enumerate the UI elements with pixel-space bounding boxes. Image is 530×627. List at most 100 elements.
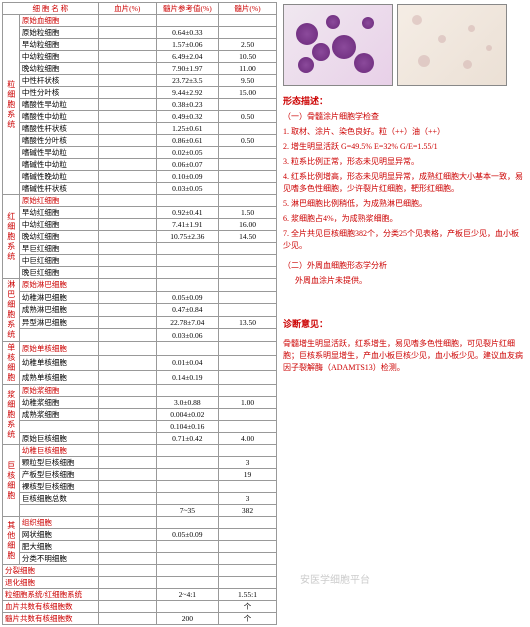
group-header: 原始浆细胞 <box>19 385 98 397</box>
cell-name: 早巨红细胞 <box>19 243 98 255</box>
marrow-val <box>219 409 277 421</box>
morphology-title: 形态描述： <box>283 94 526 107</box>
marrow-val: 4.00 <box>219 433 277 445</box>
group-label: 浆细胞系统 <box>3 385 20 445</box>
microscopy-image-2 <box>397 4 507 86</box>
footer-name: 粒细胞系统/红细胞系统 <box>3 589 99 601</box>
desc-line: 7. 全片共见巨核细胞382个，分类25个见表格，产板巨少见，血小板少见。 <box>283 228 526 252</box>
footer-v1 <box>98 565 156 577</box>
ref-val: 0.64±0.33 <box>156 27 218 39</box>
footer-v2 <box>156 577 218 589</box>
marrow-val <box>219 329 277 342</box>
footer-name: 髓片共数有核细胞数 <box>3 613 99 625</box>
marrow-val: 13.50 <box>219 316 277 329</box>
group-header: 幼稚巨核细胞 <box>19 445 98 457</box>
marrow-val: 3 <box>219 493 277 505</box>
marrow-val: 1.00 <box>219 397 277 409</box>
cell-name: 幼稚单核细胞 <box>19 356 98 370</box>
group-label: 其他细胞 <box>3 517 20 565</box>
ref-val: 0.71±0.42 <box>156 433 218 445</box>
marrow-val <box>219 255 277 267</box>
footer-v2 <box>156 565 218 577</box>
cell-name: 成熟浆细胞 <box>19 409 98 421</box>
cell-name: 中性分叶核 <box>19 87 98 99</box>
data-table: 细 胞 名 称血片(%)髓片参考值(%)髓片(%) 粒细胞系统原始血细胞原始粒细… <box>2 2 277 625</box>
footer-v3 <box>219 577 277 589</box>
marrow-val <box>219 27 277 39</box>
group-header: 组织细胞 <box>19 517 98 529</box>
blood-val <box>98 505 156 517</box>
desc-line: 6. 浆细胞占4%，为成熟浆细胞。 <box>283 213 526 225</box>
marrow-val <box>219 171 277 183</box>
blood-val <box>98 304 156 317</box>
ref-val: 7.41±1.91 <box>156 219 218 231</box>
blood-val <box>98 316 156 329</box>
ref-val <box>156 469 218 481</box>
ref-val: 0.38±0.23 <box>156 99 218 111</box>
cell-name: 嗜酸性早幼粒 <box>19 99 98 111</box>
ref-val: 0.004±0.02 <box>156 409 218 421</box>
marrow-val <box>219 529 277 541</box>
blood-val <box>98 329 156 342</box>
desc-line: 2. 增生明显活跃 G=49.5% E=32% G/E=1.55/1 <box>283 141 526 153</box>
blood-val <box>98 529 156 541</box>
cell-name: 晚幼红细胞 <box>19 231 98 243</box>
marrow-val <box>219 243 277 255</box>
cell-name: 中幼粒细胞 <box>19 51 98 63</box>
marrow-val: 3 <box>219 457 277 469</box>
desc-line: 1. 取材、涂片、染色良好。粒（++）油（++） <box>283 126 526 138</box>
ref-val <box>156 493 218 505</box>
footer-v3: 1.55:1 <box>219 589 277 601</box>
marrow-val <box>219 370 277 384</box>
marrow-val <box>219 159 277 171</box>
marrow-val <box>219 99 277 111</box>
ref-val: 0.01±0.04 <box>156 356 218 370</box>
blood-val <box>98 39 156 51</box>
marrow-val <box>219 356 277 370</box>
footer-v1 <box>98 601 156 613</box>
ref-val: 0.03±0.06 <box>156 329 218 342</box>
ref-val: 10.75±2.36 <box>156 231 218 243</box>
ref-val: 7~35 <box>156 505 218 517</box>
marrow-val <box>219 147 277 159</box>
marrow-val <box>219 267 277 279</box>
ref-val: 23.72±3.5 <box>156 75 218 87</box>
footer-v2 <box>156 601 218 613</box>
marrow-val: 10.50 <box>219 51 277 63</box>
footer-v3 <box>219 565 277 577</box>
cell-name: 嗜碱性杆状核 <box>19 183 98 195</box>
blood-val <box>98 99 156 111</box>
blood-val <box>98 267 156 279</box>
blood-val <box>98 370 156 384</box>
ref-val <box>156 553 218 565</box>
marrow-val <box>219 553 277 565</box>
group-header: 原始红细胞 <box>19 195 98 207</box>
ref-val: 22.78±7.04 <box>156 316 218 329</box>
marrow-val: 16.00 <box>219 219 277 231</box>
cell-name: 幼稚浆细胞 <box>19 397 98 409</box>
cell-name: 嗜酸性杆状核 <box>19 123 98 135</box>
marrow-val: 0.50 <box>219 111 277 123</box>
cell-name: 肥大细胞 <box>19 541 98 553</box>
ref-val <box>156 481 218 493</box>
cell-name: 原始巨核细胞 <box>19 433 98 445</box>
blood-val <box>98 409 156 421</box>
ref-val: 0.92±0.41 <box>156 207 218 219</box>
marrow-val: 15.00 <box>219 87 277 99</box>
cell-name: 中巨红细胞 <box>19 255 98 267</box>
cell-name: 早幼红细胞 <box>19 207 98 219</box>
desc-line: 3. 粒系比例正常，形态未见明显异常。 <box>283 156 526 168</box>
cell-name: 嗜酸性分叶核 <box>19 135 98 147</box>
group-label: 粒细胞系统 <box>3 15 20 195</box>
group-label: 淋巴细胞系统 <box>3 279 20 342</box>
ref-val <box>156 267 218 279</box>
blood-val <box>98 123 156 135</box>
footer-v2: 2~4:1 <box>156 589 218 601</box>
cell-name <box>19 421 98 433</box>
ref-val: 1.57±0.06 <box>156 39 218 51</box>
diagnosis-title: 诊断意见： <box>283 317 526 330</box>
marrow-val: 14.50 <box>219 231 277 243</box>
cell-name: 嗜碱性早幼粒 <box>19 147 98 159</box>
ref-val: 0.05±0.09 <box>156 291 218 304</box>
marrow-val <box>219 304 277 317</box>
